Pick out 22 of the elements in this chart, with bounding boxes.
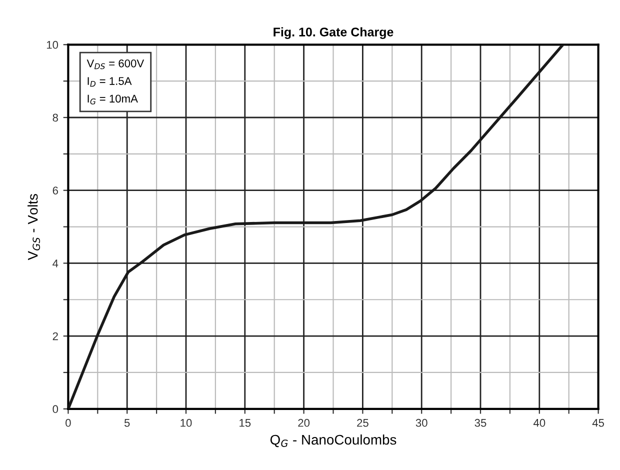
- x-tick-label: 30: [416, 418, 428, 427]
- annotation: V$_{DS}$ = 600V: [86, 59, 144, 70]
- x-axis-title: Q$_{G}$ - NanoCoulombs: [270, 434, 396, 448]
- y-tick-label: 4: [52, 260, 58, 268]
- x-tick-label: 45: [592, 419, 604, 427]
- annotation: I$_{G}$ = 10mA: [88, 94, 138, 104]
- y-axis-title: V$_{GS}$ - Volts: [28, 194, 40, 260]
- x-tick-label: 40: [533, 418, 546, 427]
- annotation: I$_{D}$ = 1.5A: [88, 77, 132, 87]
- x-tick-label: 20: [298, 418, 310, 427]
- x-tick-label: 15: [240, 419, 251, 427]
- y-tick-label: 0: [52, 405, 58, 414]
- y-tick-label: 10: [46, 40, 58, 49]
- x-tick-label: 5: [124, 419, 130, 427]
- x-tick-label: 10: [180, 418, 192, 427]
- x-tick-label: 0: [66, 418, 71, 427]
- chart-title: Fig. 10. Gate Charge: [274, 27, 394, 39]
- x-tick-label: 35: [474, 418, 486, 427]
- x-tick-label: 25: [357, 418, 368, 427]
- y-tick-label: 6: [52, 186, 58, 194]
- y-tick-label: 8: [52, 114, 58, 122]
- y-tick-label: 2: [52, 332, 58, 340]
